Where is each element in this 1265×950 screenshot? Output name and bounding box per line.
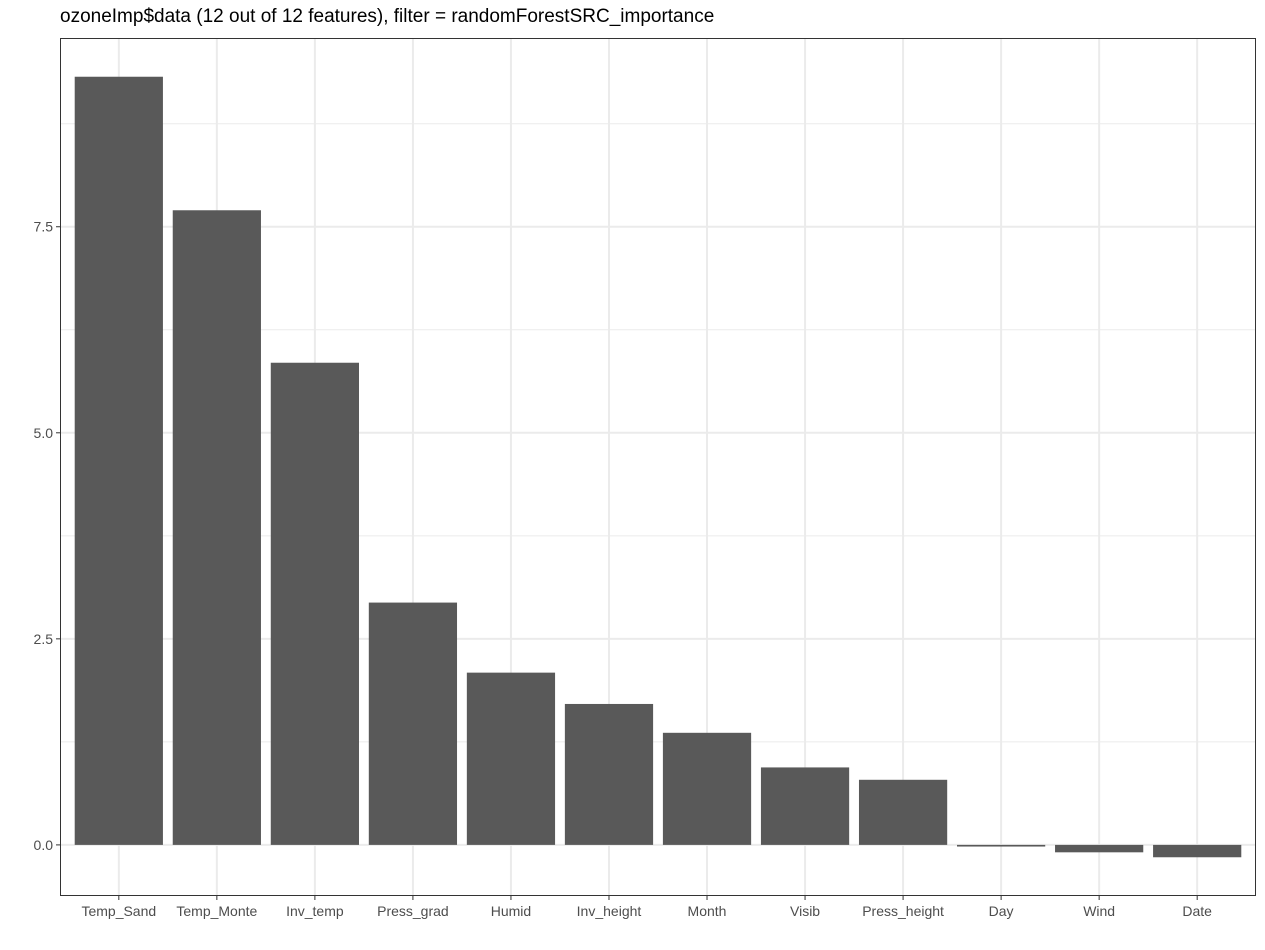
plot-panel-border [60,38,1256,896]
y-axis: 0.0 2.5 5.0 7.5 [34,219,60,853]
bar-day [957,844,1046,847]
x-tick-label: Day [989,903,1014,919]
y-tick-label: 7.5 [34,219,54,235]
bar-humid [466,672,556,845]
x-tick-label: Month [688,903,727,919]
bar-date [1153,844,1242,858]
x-tick-label: Wind [1083,903,1115,919]
bar-press-height [858,779,948,845]
bar-wind [1055,844,1144,853]
bar-month [662,732,752,845]
x-tick-label: Temp_Sand [81,903,156,919]
x-axis: Temp_Sand Temp_Monte Inv_temp Press_grad Hum… [81,896,1212,919]
x-tick-label: Temp_Monte [176,903,257,919]
bar-inv-temp [270,362,359,845]
y-tick-label: 2.5 [34,631,54,647]
x-tick-label: Visib [790,903,820,919]
x-tick-label: Inv_temp [286,903,344,919]
bar-visib [760,767,850,845]
x-tick-label: Date [1182,903,1212,919]
x-tick-label: Humid [491,903,531,919]
chart-title: ozoneImp$data (12 out of 12 features), f… [60,6,715,27]
x-tick-label: Press_height [862,903,944,919]
bar-temp-monte [172,210,261,845]
x-tick-label: Inv_height [577,903,642,919]
y-tick-label: 5.0 [34,425,54,441]
bars-group [74,76,1242,858]
bar-press-grad [368,602,458,845]
bar-temp-sand [74,76,163,845]
y-tick-label: 0.0 [34,837,54,853]
bar-inv-height [564,703,654,845]
x-tick-label: Press_grad [377,903,449,919]
